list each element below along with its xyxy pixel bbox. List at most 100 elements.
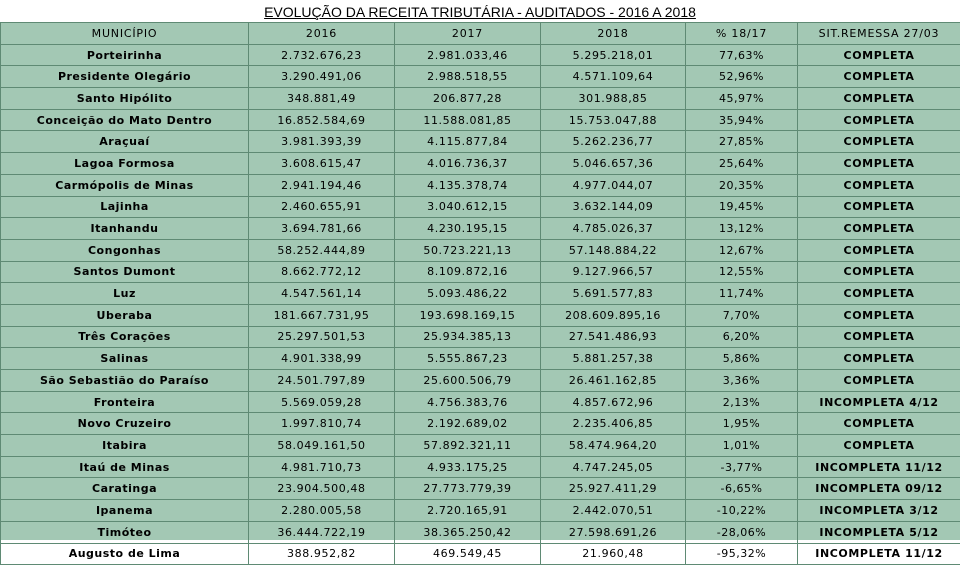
cell-percent: -3,77%: [686, 456, 798, 478]
cell-percent: 77,63%: [686, 44, 798, 66]
header-2018: 2018: [541, 23, 686, 45]
header-status: SIT.REMESSA 27/03: [798, 23, 960, 45]
cell-percent: -95,32%: [686, 543, 798, 565]
cell-percent: 3,36%: [686, 370, 798, 392]
cell-2018: 21.960,48: [541, 543, 686, 565]
cell-2018: 208.609.895,16: [541, 304, 686, 326]
cell-percent: 25,64%: [686, 153, 798, 175]
cell-status: COMPLETA: [798, 348, 960, 370]
cell-2018: 3.632.144,09: [541, 196, 686, 218]
cell-2017: 8.109.872,16: [395, 261, 541, 283]
cell-2018: 57.148.884,22: [541, 239, 686, 261]
cell-2018: 4.747.245,05: [541, 456, 686, 478]
cell-municipio: Lagoa Formosa: [1, 153, 249, 175]
cell-status: COMPLETA: [798, 88, 960, 110]
cell-percent: 5,86%: [686, 348, 798, 370]
cell-2017: 193.698.169,15: [395, 304, 541, 326]
cell-status: COMPLETA: [798, 435, 960, 457]
cell-2016: 3.981.393,39: [249, 131, 395, 153]
cell-status: COMPLETA: [798, 218, 960, 240]
cell-2016: 3.694.781,66: [249, 218, 395, 240]
cell-status: INCOMPLETA 11/12: [798, 456, 960, 478]
cell-2016: 3.290.491,06: [249, 66, 395, 88]
cell-status: INCOMPLETA 3/12: [798, 500, 960, 522]
cell-2017: 57.892.321,11: [395, 435, 541, 457]
cell-percent: 35,94%: [686, 109, 798, 131]
cell-municipio: Ipanema: [1, 500, 249, 522]
cell-municipio: Santo Hipólito: [1, 88, 249, 110]
cell-2018: 4.571.109,64: [541, 66, 686, 88]
cell-2016: 58.049.161,50: [249, 435, 395, 457]
cell-municipio: Novo Cruzeiro: [1, 413, 249, 435]
cell-status: COMPLETA: [798, 109, 960, 131]
cell-2016: 24.501.797,89: [249, 370, 395, 392]
cell-2018: 4.785.026,37: [541, 218, 686, 240]
cell-status: COMPLETA: [798, 326, 960, 348]
cell-percent: 19,45%: [686, 196, 798, 218]
cell-2016: 4.981.710,73: [249, 456, 395, 478]
cell-percent: 6,20%: [686, 326, 798, 348]
cell-municipio: Congonhas: [1, 239, 249, 261]
cell-2018: 9.127.966,57: [541, 261, 686, 283]
cell-2016: 388.952,82: [249, 543, 395, 565]
cell-status: COMPLETA: [798, 196, 960, 218]
cell-2016: 1.997.810,74: [249, 413, 395, 435]
cell-2017: 25.600.506,79: [395, 370, 541, 392]
cell-2016: 3.608.615,47: [249, 153, 395, 175]
cell-2017: 4.230.195,15: [395, 218, 541, 240]
cell-2017: 4.933.175,25: [395, 456, 541, 478]
cell-municipio: Itaú de Minas: [1, 456, 249, 478]
cell-municipio: Porteirinha: [1, 44, 249, 66]
cell-2017: 5.555.867,23: [395, 348, 541, 370]
cell-2017: 469.549,45: [395, 543, 541, 565]
cell-2017: 206.877,28: [395, 88, 541, 110]
cell-2017: 2.192.689,02: [395, 413, 541, 435]
cell-2016: 58.252.444,89: [249, 239, 395, 261]
cell-2017: 5.093.486,22: [395, 283, 541, 305]
cell-2016: 25.297.501,53: [249, 326, 395, 348]
cell-2017: 27.773.779,39: [395, 478, 541, 500]
cell-percent: 27,85%: [686, 131, 798, 153]
cell-status: COMPLETA: [798, 66, 960, 88]
cell-2018: 27.541.486,93: [541, 326, 686, 348]
cell-2018: 25.927.411,29: [541, 478, 686, 500]
cell-2017: 2.981.033,46: [395, 44, 541, 66]
cell-status: COMPLETA: [798, 131, 960, 153]
cell-status: COMPLETA: [798, 261, 960, 283]
header-municipio: MUNICÍPIO: [1, 23, 249, 45]
cell-status: COMPLETA: [798, 44, 960, 66]
cell-status: COMPLETA: [798, 283, 960, 305]
revenue-table: MUNICÍPIO 2016 2017 2018 % 18/17 SIT.REM…: [0, 22, 960, 565]
cell-2016: 2.732.676,23: [249, 44, 395, 66]
cell-2016: 5.569.059,28: [249, 391, 395, 413]
cell-2016: 23.904.500,48: [249, 478, 395, 500]
cell-2017: 4.756.383,76: [395, 391, 541, 413]
cell-status: INCOMPLETA 09/12: [798, 478, 960, 500]
cell-percent: -10,22%: [686, 500, 798, 522]
cell-municipio: Uberaba: [1, 304, 249, 326]
cell-2018: 5.881.257,38: [541, 348, 686, 370]
cell-2016: 348.881,49: [249, 88, 395, 110]
cell-2018: 15.753.047,88: [541, 109, 686, 131]
cell-2017: 11.588.081,85: [395, 109, 541, 131]
page-title: EVOLUÇÃO DA RECEITA TRIBUTÁRIA - AUDITAD…: [0, 0, 960, 22]
cell-municipio: Três Corações: [1, 326, 249, 348]
cell-2016: 2.941.194,46: [249, 174, 395, 196]
cell-2018: 5.046.657,36: [541, 153, 686, 175]
cell-percent: 52,96%: [686, 66, 798, 88]
